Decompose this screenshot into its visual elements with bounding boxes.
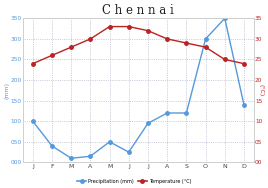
Title: C h e n n a i: C h e n n a i <box>102 4 174 17</box>
Legend: Precipitation (mm), Temperature (°C): Precipitation (mm), Temperature (°C) <box>75 177 193 186</box>
Y-axis label: (°C): (°C) <box>259 84 264 96</box>
Y-axis label: (mm): (mm) <box>4 82 9 99</box>
